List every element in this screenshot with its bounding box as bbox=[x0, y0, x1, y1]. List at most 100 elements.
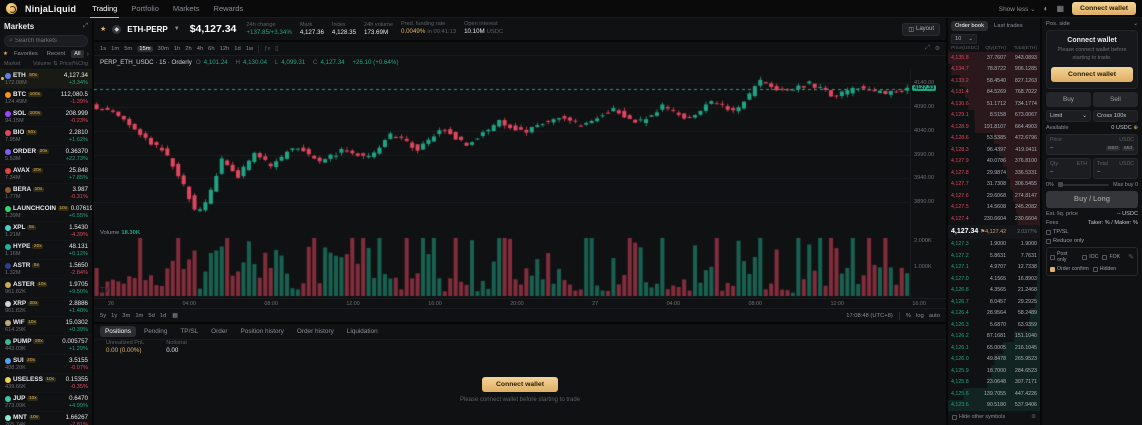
timeframe-1h[interactable]: 1h bbox=[173, 45, 181, 52]
clock-label[interactable]: 17:08:48 (UTC+8) bbox=[846, 312, 893, 319]
market-row[interactable]: ETH 50x 4,127.34 172.08M +3.34% bbox=[0, 70, 92, 89]
ask-row[interactable]: 4,133.2 58.4540 827.1263 bbox=[948, 75, 1040, 87]
chevron-right-icon[interactable]: › bbox=[86, 50, 89, 58]
timeframe-12h[interactable]: 12h bbox=[219, 45, 230, 52]
tab-positions[interactable]: Positions bbox=[100, 326, 136, 337]
ask-row[interactable]: 4,130.6 51.1712 734.1774 bbox=[948, 98, 1040, 110]
market-tab-recent[interactable]: Recent bbox=[46, 51, 66, 57]
favorite-star-icon[interactable]: ★ bbox=[100, 26, 107, 33]
sell-tab[interactable]: Sell bbox=[1093, 92, 1138, 108]
market-row[interactable]: XRP 20x 2.8886 901.82K +1.40% bbox=[0, 298, 92, 317]
ask-row[interactable]: 4,127.6 29.6068 274.8147 bbox=[948, 190, 1040, 202]
chevron-down-icon[interactable]: ▼ bbox=[173, 26, 180, 32]
edit-icon[interactable]: ✎ bbox=[1128, 254, 1134, 262]
candle-style-icon[interactable]: ▯ bbox=[275, 45, 279, 52]
bid-row[interactable]: 4,126.7 8.0457 29.2925 bbox=[948, 296, 1040, 308]
ask-row[interactable]: 4,127.4 230.6604 230.6604 bbox=[948, 213, 1040, 225]
ask-row[interactable]: 4,134.7 78.8722 906.1285 bbox=[948, 63, 1040, 75]
order-type-select[interactable]: Limit ⌄ bbox=[1046, 110, 1091, 123]
bid-row[interactable]: 4,123.6 90.5180 537.9406 bbox=[948, 399, 1040, 411]
col-volume[interactable]: Volume bbox=[33, 61, 51, 67]
market-row[interactable]: HYPE 20x 48.131 1.16M +0.12% bbox=[0, 241, 92, 260]
col-market[interactable]: Market bbox=[4, 61, 21, 67]
market-row[interactable]: ORDER 20x 0.36370 5.53M +22.73% bbox=[0, 146, 92, 165]
range-1d[interactable]: 1d bbox=[159, 312, 167, 319]
bid-row[interactable]: 4,125.6 139.7055 447.4226 bbox=[948, 388, 1040, 400]
timeframe-15m[interactable]: 15m bbox=[137, 45, 153, 52]
nav-item-portfolio[interactable]: Portfolio bbox=[131, 4, 159, 13]
market-row[interactable]: WIF 10x 15.0302 614.29K +0.39% bbox=[0, 317, 92, 336]
market-tab-favorites[interactable]: Favorites bbox=[13, 51, 38, 57]
orderbook-tab-order-book[interactable]: Order book bbox=[951, 21, 988, 31]
market-row[interactable]: USELESS 10x 0.15355 439.66K -0.35% bbox=[0, 374, 92, 393]
market-row[interactable]: BTC 100x 112,080.5 124.49M -1.39% bbox=[0, 89, 92, 108]
show-less-dropdown[interactable]: Show less ⌄ bbox=[998, 5, 1036, 13]
ask-row[interactable]: 4,128.6 53.5385 472.6796 bbox=[948, 132, 1040, 144]
price-axis[interactable]: 4140.00 4090.00 4040.00 3990.00 3940.00 3890.… bbox=[910, 68, 946, 298]
margin-mode-select[interactable]: Cross 100x bbox=[1093, 110, 1138, 123]
tpsl-toggle[interactable]: TP/SL bbox=[1046, 229, 1138, 235]
bid-row[interactable]: 4,126.4 28.9564 58.2489 bbox=[948, 307, 1040, 319]
tab-tp-sl[interactable]: TP/SL bbox=[180, 328, 199, 335]
scale-log[interactable]: log bbox=[915, 312, 924, 319]
tab-order-history[interactable]: Order history bbox=[296, 328, 334, 335]
buy-tab[interactable]: Buy bbox=[1046, 92, 1091, 108]
ask-row[interactable]: 4,135.8 37.7607 943.0893 bbox=[948, 52, 1040, 64]
orderbook-grouping-select[interactable]: 10 ⌄ bbox=[951, 34, 977, 44]
search-input[interactable] bbox=[14, 38, 75, 44]
bid-row[interactable]: 4,125.8 23.0648 307.7171 bbox=[948, 376, 1040, 388]
bid-row[interactable]: 4,126.2 87.1681 151.1040 bbox=[948, 330, 1040, 342]
market-row[interactable]: ASTER 10x 1.9705 961.82K +9.50% bbox=[0, 279, 92, 298]
timeframe-4h[interactable]: 4h bbox=[196, 45, 204, 52]
bbo-button[interactable]: BBO bbox=[1106, 145, 1121, 151]
market-row[interactable]: JUP 10x 0.6470 273.09K +4.99% bbox=[0, 393, 92, 412]
bid-row[interactable]: 4,127.1 4.9707 12.7338 bbox=[948, 261, 1040, 273]
chart-settings-icon[interactable]: ⚙ bbox=[934, 45, 940, 52]
market-row[interactable]: AVAX 20x 25.848 7.34M +7.85% bbox=[0, 165, 92, 184]
bid-row[interactable]: 4,126.1 65.0005 216.1045 bbox=[948, 342, 1040, 354]
bid-row[interactable]: 4,126.3 5.6870 63.9359 bbox=[948, 319, 1040, 331]
timeframe-2h[interactable]: 2h bbox=[185, 45, 192, 52]
range-5y[interactable]: 5y bbox=[100, 312, 107, 319]
hidden-checkbox[interactable]: Hidden bbox=[1092, 266, 1116, 272]
apps-icon[interactable]: ▦ bbox=[1056, 4, 1065, 13]
range-3m[interactable]: 3m bbox=[122, 312, 131, 319]
reduce-only-toggle[interactable]: Reduce only bbox=[1046, 238, 1138, 244]
orderbook-tab-last-trades[interactable]: Last trades bbox=[994, 23, 1023, 29]
ask-row[interactable]: 4,128.3 96.4397 419.0411 bbox=[948, 144, 1040, 156]
tab-order[interactable]: Order bbox=[211, 328, 228, 335]
market-row[interactable]: PUMP 20x 0.005757 443.03K +1.29% bbox=[0, 336, 92, 355]
market-row[interactable]: SOL 100x 208.999 94.15M -0.23% bbox=[0, 108, 92, 127]
connect-wallet-button-panel[interactable]: Connect wallet bbox=[1051, 67, 1133, 83]
layout-button[interactable]: ◫ Layout bbox=[902, 22, 940, 36]
market-row[interactable]: MNT 10x 1.66267 265.74K -7.81% bbox=[0, 412, 92, 425]
timeframe-1d[interactable]: 1d bbox=[234, 45, 241, 52]
market-row[interactable]: XPL 5x 1.5430 1.21M -4.39% bbox=[0, 222, 92, 241]
ask-row[interactable]: 4,129.1 8.5158 673.0067 bbox=[948, 109, 1040, 121]
fullscreen-icon[interactable]: ⤢ bbox=[925, 45, 930, 51]
timeframe-1s[interactable]: 1s bbox=[100, 45, 107, 52]
ask-row[interactable]: 4,127.5 14.5608 245.2082 bbox=[948, 201, 1040, 213]
ask-row[interactable]: 4,127.8 29.9874 336.5331 bbox=[948, 167, 1040, 179]
scale-auto[interactable]: auto bbox=[928, 312, 940, 319]
hide-other-symbols-checkbox[interactable] bbox=[952, 414, 957, 420]
bid-row[interactable]: 4,127.3 1.9000 1.9000 bbox=[948, 238, 1040, 250]
ask-row[interactable]: 4,127.9 40.0786 376.8100 bbox=[948, 155, 1040, 167]
post-only-checkbox[interactable]: Post only bbox=[1050, 251, 1078, 263]
scale-%[interactable]: % bbox=[905, 312, 911, 319]
market-row[interactable]: BIO 50x 2.2810 7.95M +1.62% bbox=[0, 127, 92, 146]
market-row[interactable]: SUI 20x 3.5155 408.20K -0.07% bbox=[0, 355, 92, 374]
tab-position-history[interactable]: Position history bbox=[240, 328, 284, 335]
order-confirm-checkbox[interactable]: Order confirm bbox=[1050, 266, 1089, 272]
qty-input[interactable]: – bbox=[1050, 168, 1054, 175]
candlestick-chart[interactable] bbox=[94, 68, 910, 298]
connect-wallet-button-bottom[interactable]: Connect wallet bbox=[482, 377, 558, 392]
buy-long-button[interactable]: Buy / Long bbox=[1046, 191, 1138, 209]
ask-row[interactable]: 4,127.7 31.7308 306.5455 bbox=[948, 178, 1040, 190]
chart-body[interactable]: Volume 18.30K TV 4140.00 4090.00 4040.00 399… bbox=[94, 68, 946, 298]
bid-row[interactable]: 4,126.8 4.3565 21.2468 bbox=[948, 284, 1040, 296]
bid-row[interactable]: 4,126.0 49.8478 265.9523 bbox=[948, 353, 1040, 365]
ask-row[interactable]: 4,128.9 191.8107 664.4903 bbox=[948, 121, 1040, 133]
tab-liquidation[interactable]: Liquidation bbox=[346, 328, 378, 335]
total-field[interactable]: Total USDC – bbox=[1093, 158, 1138, 180]
